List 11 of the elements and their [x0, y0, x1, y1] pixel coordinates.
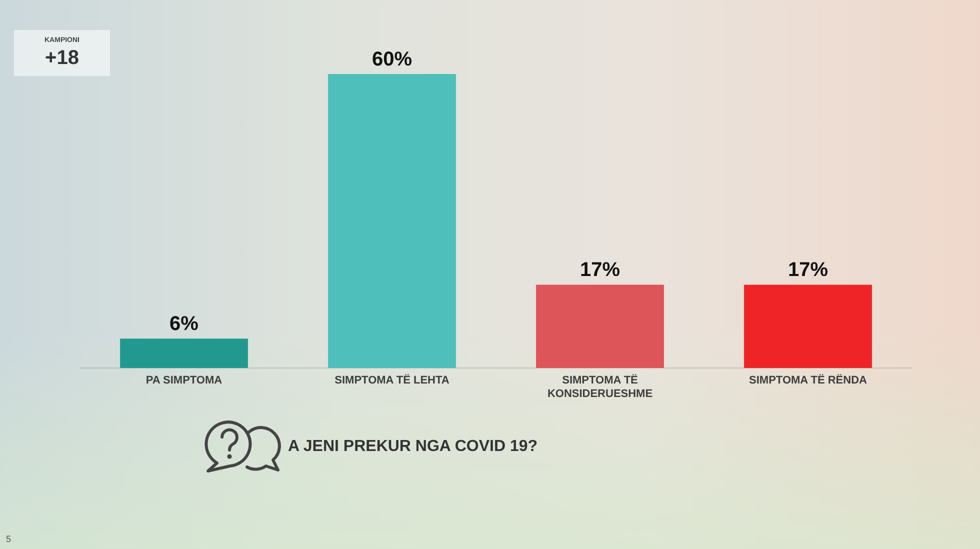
x-tick-label: SIMPTOMA TË RËNDA	[749, 374, 868, 387]
text: +18	[44, 47, 80, 69]
x-tick-label: SIMPTOMA TË LEHTA	[334, 374, 450, 387]
data-label: 60%	[372, 48, 412, 71]
x-tick-label: PA SIMPTOMA	[146, 374, 222, 387]
text: 5	[6, 534, 12, 544]
data-label: 17%	[580, 259, 620, 282]
x-tick-label: SIMPTOMA TË KONSIDERUESHME	[547, 374, 653, 400]
text: A JENI PREKUR NGA COVID 19?	[288, 437, 538, 457]
data-label: 6%	[170, 313, 199, 336]
data-label: 17%	[788, 259, 828, 282]
